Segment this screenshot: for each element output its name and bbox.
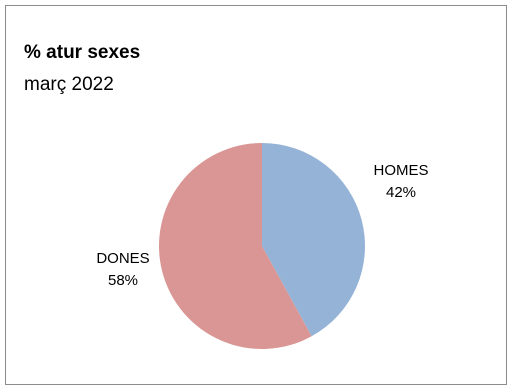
chart-title: % atur sexes [24, 42, 141, 63]
pie-slice-dones [159, 143, 312, 349]
slice-label-homes: HOMES [373, 162, 429, 179]
data-label-dones: DONES 58% [90, 248, 156, 292]
data-label-homes: HOMES 42% [365, 160, 437, 204]
slice-label-dones: DONES [96, 250, 150, 267]
chart-subtitle: març 2022 [24, 74, 114, 95]
pie-slice-homes [262, 143, 366, 337]
slice-value-dones: 58% [107, 272, 139, 289]
slice-value-homes: 42% [385, 184, 417, 201]
